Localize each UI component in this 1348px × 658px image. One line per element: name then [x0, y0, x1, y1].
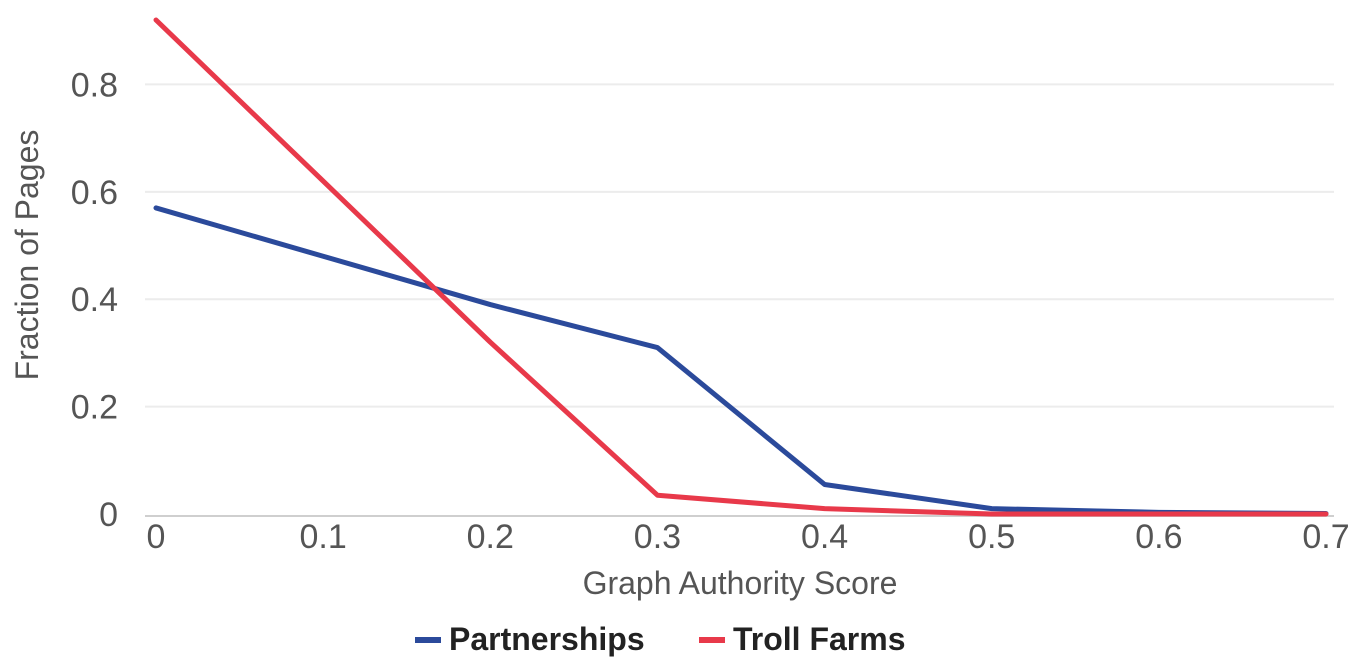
- y-tick-label-0: 0: [99, 496, 118, 534]
- legend-label-partnerships: Partnerships: [449, 621, 645, 657]
- x-tick-label-0.1: 0.1: [300, 518, 347, 556]
- x-tick-label-0.7: 0.7: [1302, 518, 1348, 556]
- x-tick-label-0.3: 0.3: [634, 518, 681, 556]
- x-tick-labels: 0 0.1 0.2 0.3 0.4 0.5 0.6 0.7: [147, 518, 1348, 556]
- x-tick-label-0: 0: [147, 518, 166, 556]
- x-tick-label-0.6: 0.6: [1135, 518, 1182, 556]
- x-tick-label-0.5: 0.5: [968, 518, 1015, 556]
- y-tick-label-0.2: 0.2: [71, 389, 118, 427]
- y-tick-labels: 0 0.2 0.4 0.6 0.8: [71, 66, 118, 534]
- series-line-troll-farms: [153, 17, 1329, 517]
- legend: Partnerships Troll Farms: [415, 621, 906, 657]
- x-tick-label-0.2: 0.2: [467, 518, 514, 556]
- grid-lines: [145, 83, 1334, 408]
- x-tick-label-0.4: 0.4: [801, 518, 848, 556]
- y-tick-label-0.8: 0.8: [71, 66, 118, 104]
- x-axis-title: Graph Authority Score: [583, 565, 898, 601]
- legend-label-troll-farms: Troll Farms: [733, 621, 906, 657]
- y-tick-label-0.4: 0.4: [71, 281, 118, 319]
- y-axis-title: Fraction of Pages: [9, 130, 45, 381]
- series-line-partnerships: [153, 205, 1329, 516]
- y-tick-label-0.6: 0.6: [71, 174, 118, 212]
- series-lines: [153, 17, 1329, 517]
